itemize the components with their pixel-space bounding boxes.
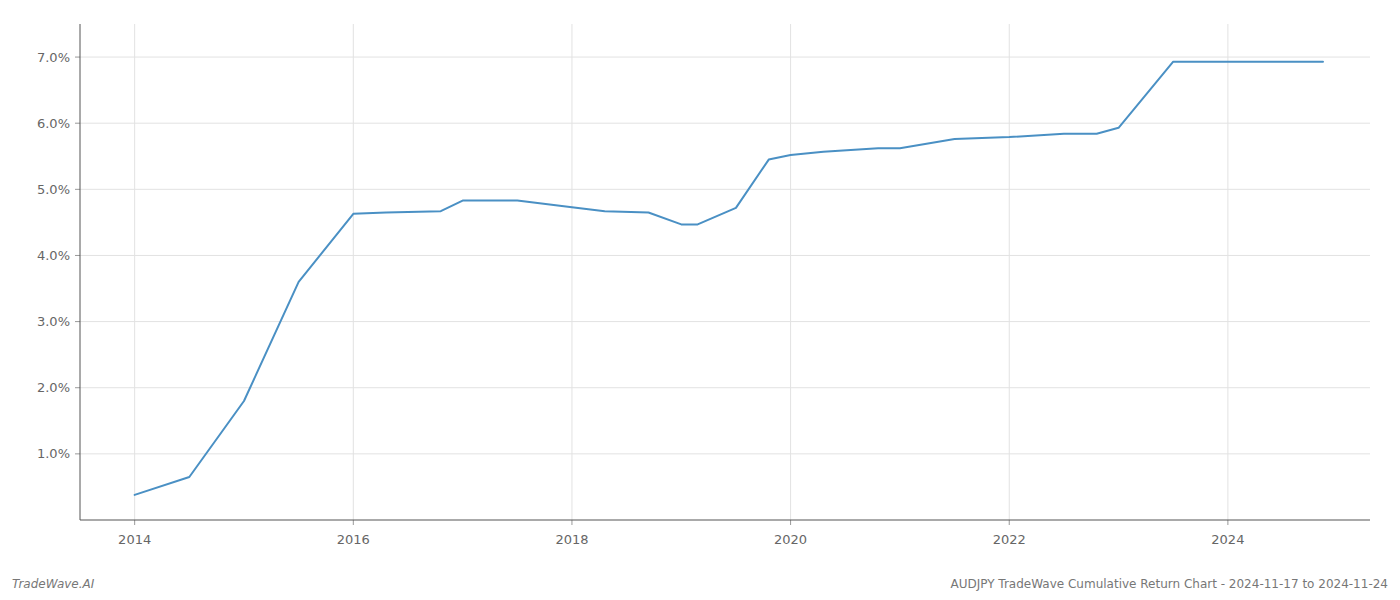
chart: 2014 2016 2018 2020 2022 2024 1.0% 2.0% 3.0% 4.0%…	[0, 0, 1400, 600]
y-tick	[75, 189, 80, 190]
x-grid-line	[353, 24, 354, 520]
x-grid-line	[1227, 24, 1228, 520]
watermark: TradeWave.AI	[12, 577, 95, 591]
y-tick	[75, 255, 80, 256]
data-line	[135, 62, 1323, 495]
x-tick-label: 2018	[555, 532, 588, 547]
y-grid-line	[80, 189, 1370, 190]
x-tick-label: 2016	[337, 532, 370, 547]
y-tick-label: 3.0%	[37, 314, 70, 329]
y-grid-line	[80, 453, 1370, 454]
x-grid-line	[1009, 24, 1010, 520]
x-tick	[571, 520, 572, 525]
y-tick-label: 5.0%	[37, 182, 70, 197]
y-grid-line	[80, 57, 1370, 58]
x-grid-line	[134, 24, 135, 520]
x-tick	[353, 520, 354, 525]
y-tick	[75, 453, 80, 454]
y-tick-label: 4.0%	[37, 248, 70, 263]
footer-texts: TradeWave.AI AUDJPY TradeWave Cumulative …	[12, 577, 1388, 591]
x-tick	[1227, 520, 1228, 525]
y-tick-label: 2.0%	[37, 380, 70, 395]
x-grid-line	[571, 24, 572, 520]
x-tick-label: 2020	[774, 532, 807, 547]
y-tick	[75, 387, 80, 388]
tick-labels: 2014 2016 2018 2020 2022 2024 1.0% 2.0% 3.0% 4.0%…	[37, 50, 1244, 547]
y-tick	[75, 321, 80, 322]
y-tick	[75, 57, 80, 58]
y-tick-label: 1.0%	[37, 446, 70, 461]
y-tick	[75, 123, 80, 124]
plot-area	[135, 62, 1323, 495]
x-tick	[790, 520, 791, 525]
x-tick-label: 2022	[993, 532, 1026, 547]
axes	[75, 24, 1370, 525]
y-grid-line	[80, 321, 1370, 322]
x-tick-label: 2024	[1211, 532, 1244, 547]
page: {"chart_data": {"type": "line", "title":…	[0, 0, 1400, 600]
x-tick	[134, 520, 135, 525]
title: AUDJPY TradeWave Cumulative Return Chart…	[950, 577, 1388, 591]
y-axis-line	[80, 24, 81, 520]
x-tick-label: 2014	[118, 532, 151, 547]
x-tick	[1009, 520, 1010, 525]
x-axis-line	[80, 520, 1370, 521]
y-tick-label: 6.0%	[37, 116, 70, 131]
y-grid-line	[80, 123, 1370, 124]
y-tick-label: 7.0%	[37, 50, 70, 65]
grid	[80, 24, 1370, 520]
y-grid-line	[80, 255, 1370, 256]
y-grid-line	[80, 387, 1370, 388]
x-grid-line	[790, 24, 791, 520]
